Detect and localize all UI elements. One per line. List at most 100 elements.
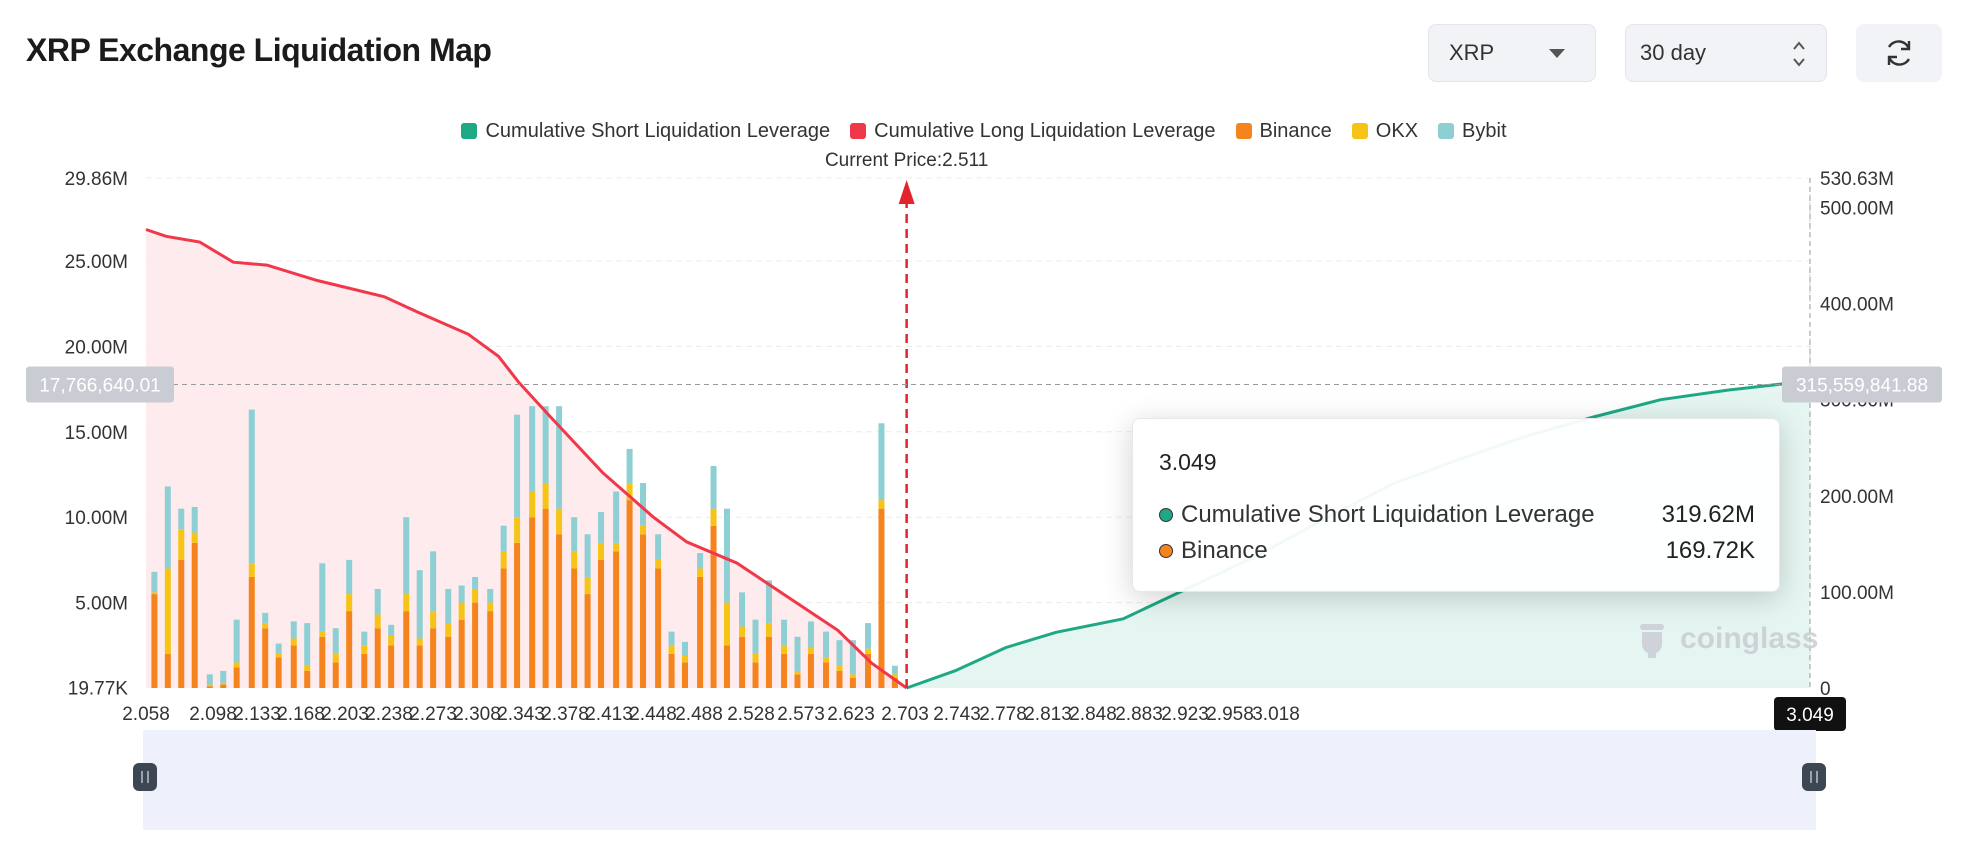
- legend-swatch-icon: [461, 123, 478, 139]
- bar-okx: [206, 684, 213, 687]
- y-right-tick-label: 0: [1820, 679, 1831, 700]
- x-tick-label: 2.778: [979, 704, 1027, 725]
- x-tick-label: 2.488: [675, 704, 723, 725]
- bar-binance: [164, 653, 171, 688]
- bar-okx: [529, 491, 536, 518]
- legend-item[interactable]: Bybit: [1438, 120, 1507, 143]
- refresh-button[interactable]: [1856, 24, 1942, 82]
- legend-label: Bybit: [1462, 120, 1507, 142]
- bar-binance: [878, 508, 885, 688]
- bar-okx: [458, 602, 465, 620]
- bar-bybit: [500, 525, 507, 552]
- zoom-handle-left[interactable]: [133, 763, 157, 791]
- bar-bybit: [233, 619, 240, 663]
- bar-bybit: [472, 576, 479, 589]
- bar-binance: [849, 677, 856, 688]
- legend-label: OKX: [1375, 120, 1419, 142]
- bar-okx: [752, 653, 759, 663]
- bar-binance: [794, 674, 801, 688]
- bar-bybit: [681, 641, 688, 656]
- legend-item[interactable]: OKX: [1351, 120, 1419, 143]
- bar-bybit: [556, 406, 563, 509]
- bar-binance: [668, 653, 675, 688]
- zoom-handle-right[interactable]: [1802, 763, 1826, 791]
- bar-binance: [374, 628, 381, 688]
- chart-legend: Cumulative Short Liquidation Leverage Cum…: [0, 120, 1968, 143]
- bar-bybit: [723, 508, 730, 603]
- y-right-tick-label: 100.00M: [1820, 583, 1894, 604]
- legend-swatch-icon: [1351, 123, 1368, 139]
- bar-okx: [626, 483, 633, 501]
- bar-bybit: [739, 592, 746, 627]
- bar-bybit: [865, 623, 872, 649]
- current-price-arrow-icon: [898, 180, 915, 204]
- x-tick-label: 2.378: [541, 704, 589, 725]
- bar-binance: [262, 628, 269, 688]
- bar-bybit: [878, 423, 885, 501]
- bar-binance: [765, 636, 772, 688]
- bar-bybit: [151, 571, 158, 593]
- bar-okx: [765, 623, 772, 637]
- bar-okx: [233, 662, 240, 668]
- coin-select[interactable]: XRP: [1428, 24, 1596, 82]
- y-left-tick-label: 10.00M: [65, 508, 128, 529]
- crosshair-right-label: 315,559,841.88: [1796, 376, 1928, 397]
- bar-okx: [807, 647, 814, 654]
- bar-binance: [865, 653, 872, 688]
- bar-okx: [710, 508, 717, 526]
- bar-okx: [500, 551, 507, 569]
- bar-okx: [823, 657, 830, 663]
- long-cumulative-line: [145, 228, 908, 690]
- y-left-tick-label: 29.86M: [65, 169, 128, 190]
- bar-okx: [613, 542, 620, 552]
- bar-okx: [262, 623, 269, 629]
- bar-okx: [849, 674, 856, 678]
- refresh-icon: [1887, 40, 1911, 66]
- bar-bybit: [823, 631, 830, 658]
- bar-bybit: [697, 553, 704, 569]
- bar-binance: [514, 542, 521, 688]
- legend-swatch-icon: [1235, 123, 1252, 139]
- bar-okx: [346, 594, 353, 612]
- tooltip-row-binance: Binance 169.72K: [1159, 537, 1755, 565]
- bar-binance: [556, 534, 563, 688]
- x-tick-label: 2.958: [1206, 704, 1254, 725]
- bar-binance: [655, 568, 662, 688]
- bar-bybit: [710, 465, 717, 509]
- bar-binance: [598, 559, 605, 688]
- x-tick-label: 3.018: [1252, 704, 1300, 725]
- bar-okx: [697, 568, 704, 577]
- bar-bybit: [891, 665, 898, 675]
- bar-okx: [220, 682, 227, 685]
- bar-bybit: [275, 643, 282, 654]
- bar-okx: [164, 568, 171, 654]
- current-price-label: Current Price:2.511: [825, 150, 988, 171]
- bar-binance: [248, 576, 255, 688]
- bar-okx: [416, 638, 423, 646]
- legend-swatch-icon: [1438, 123, 1455, 139]
- bar-binance: [529, 517, 536, 688]
- y-left-tick-label: 15.00M: [65, 423, 128, 444]
- bar-binance: [681, 662, 688, 688]
- legend-label: Binance: [1259, 120, 1332, 142]
- crosshair-right-badge: [1782, 366, 1942, 403]
- legend-item[interactable]: Binance: [1235, 120, 1332, 143]
- chart-tooltip: 3.049 Cumulative Short Liquidation Lever…: [1132, 418, 1780, 592]
- bar-bybit: [248, 409, 255, 564]
- x-tick-label: 2.528: [727, 704, 775, 725]
- bar-binance: [220, 684, 227, 688]
- tooltip-row-value: 319.62M: [1661, 501, 1755, 528]
- range-select[interactable]: 30 day: [1625, 24, 1827, 82]
- x-tick-label: 2.883: [1115, 704, 1163, 725]
- bar-bybit: [290, 621, 297, 639]
- crosshair-left-badge: [26, 366, 174, 403]
- bar-binance: [723, 645, 730, 688]
- bar-binance: [346, 611, 353, 688]
- bar-okx: [598, 542, 605, 560]
- page-title: XRP Exchange Liquidation Map: [26, 32, 492, 68]
- x-tick-label: 2.343: [497, 704, 545, 725]
- y-left-tick-label: 25.00M: [65, 252, 128, 273]
- legend-item[interactable]: Cumulative Short Liquidation Leverage: [461, 120, 830, 143]
- legend-item[interactable]: Cumulative Long Liquidation Leverage: [850, 120, 1216, 143]
- bar-binance: [290, 645, 297, 688]
